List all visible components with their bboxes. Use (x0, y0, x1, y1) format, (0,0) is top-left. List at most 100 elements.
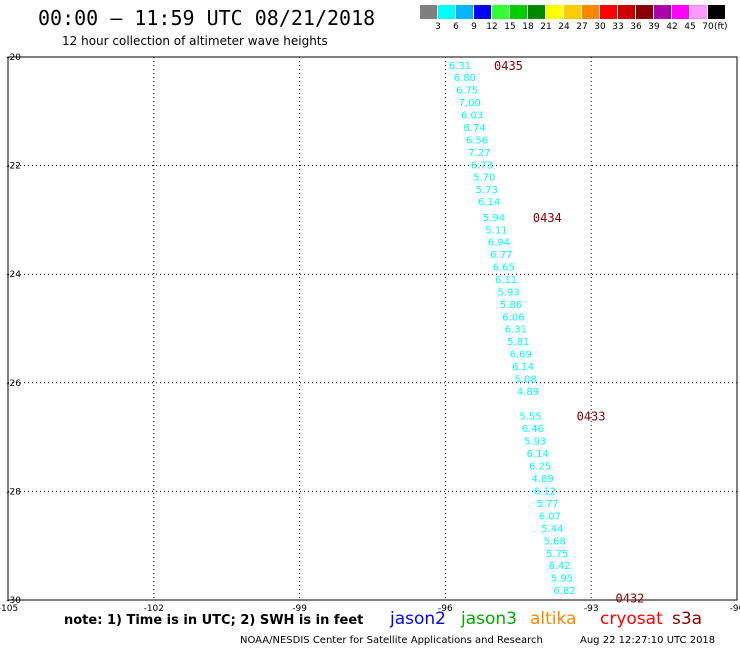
legend-label: 39 (648, 22, 660, 32)
legend-swatch (510, 5, 527, 19)
wave-height-value: 6.74 (463, 123, 485, 134)
legend-label: 36 (630, 22, 642, 32)
wave-height-value: 6.73 (471, 161, 493, 172)
wave-height-value: 6.56 (466, 136, 488, 147)
satellite-legend-jason3: jason3 (461, 609, 517, 629)
legend-swatch (564, 5, 581, 19)
legend-label: 9 (471, 22, 477, 32)
legend-swatch (618, 5, 635, 19)
wave-height-value: 5.93 (524, 436, 546, 447)
wave-height-value: 6.65 (493, 263, 515, 274)
wave-height-value: 4.89 (517, 387, 539, 398)
legend-swatch (420, 5, 437, 19)
wave-height-value: 5.93 (497, 288, 519, 299)
pass-time-label: 0433 (577, 409, 606, 423)
legend-swatch (546, 5, 563, 19)
wave-height-value: 5.95 (551, 574, 573, 585)
wave-height-value: 6.14 (527, 449, 549, 460)
lon-tick-label: -99 (292, 604, 307, 614)
wave-height-value: 6.12 (534, 486, 556, 497)
wave-height-value: 6.46 (522, 424, 544, 435)
wave-height-value: 5.44 (541, 524, 563, 535)
map-title: 00:00 – 11:59 UTC 08/21/2018 (38, 6, 376, 30)
lon-tick-label: -102 (144, 604, 164, 614)
wave-height-value: 6.06 (502, 313, 524, 324)
wave-height-value: 6.82 (553, 586, 575, 597)
lat-tick-label: -26 (6, 379, 21, 389)
wave-height-value: 6.31 (505, 325, 527, 336)
legend-swatch (492, 5, 509, 19)
wave-height-value: 5.75 (546, 549, 568, 560)
legend-label: 42 (666, 22, 678, 32)
wave-height-value: 5.55 (519, 411, 541, 422)
lon-tick-label: -93 (584, 604, 599, 614)
lon-tick-label: -96 (438, 604, 453, 614)
wave-height-value: 5.94 (483, 213, 505, 224)
legend-swatch (654, 5, 671, 19)
wave-height-value: 6.94 (488, 238, 510, 249)
legend-label: 30 (594, 22, 606, 32)
wave-height-value: 6.31 (449, 61, 471, 72)
legend-swatch (438, 5, 455, 19)
wave-height-value: 6.77 (490, 250, 512, 261)
wave-height-value: 5.68 (544, 536, 566, 547)
legend-swatch (456, 5, 473, 19)
legend-label: 3 (435, 22, 441, 32)
wave-height-value: 6.03 (461, 111, 483, 122)
units-note: note: 1) Time is in UTC; 2) SWH is in fe… (64, 613, 364, 628)
pass-time-label: 0432 (616, 591, 645, 605)
wave-height-value: 5.77 (536, 499, 558, 510)
legend-label: 27 (576, 22, 588, 32)
wave-height-value: 7.00 (459, 98, 481, 109)
wave-height-value: 6.25 (529, 461, 551, 472)
lon-tick-label: -105 (0, 604, 18, 614)
satellite-legend-cryosat: cryosat (600, 609, 663, 629)
wave-height-value: 5.70 (473, 172, 495, 183)
legend-swatch (636, 5, 653, 19)
legend-swatch (690, 5, 707, 19)
satellite-legend-altika: altika (530, 609, 577, 629)
wave-height-value: 6.14 (512, 362, 534, 373)
legend-label: 33 (612, 22, 624, 32)
lat-tick-label: -22 (6, 162, 21, 172)
lat-tick-label: -24 (6, 270, 21, 280)
wave-height-value: 5.81 (507, 337, 529, 348)
lat-tick-label: -28 (6, 487, 21, 497)
legend-swatch (528, 5, 545, 19)
wave-height-value: 6.69 (510, 349, 532, 360)
legend-swatch (600, 5, 617, 19)
map-frame (7, 56, 738, 601)
lat-tick-label: -30 (6, 596, 21, 606)
legend-label: 12 (486, 22, 498, 32)
credit-line: NOAA/NESDIS Center for Satellite Applica… (240, 635, 543, 646)
satellite-legend-jason2: jason2 (390, 609, 446, 629)
wave-height-value: 6.75 (456, 86, 478, 97)
map-subtitle: 12 hour collection of altimeter wave hei… (62, 34, 328, 48)
wave-height-value: 6.14 (478, 197, 500, 208)
lon-tick-label: -90 (730, 604, 740, 614)
legend-label: 70 (702, 22, 714, 32)
legend-unit: (ft) (714, 22, 728, 32)
pass-time-label: 0435 (494, 59, 523, 73)
legend-swatch (474, 5, 491, 19)
legend-label: 24 (558, 22, 570, 32)
legend-label: 18 (522, 22, 534, 32)
wave-height-value: 5.73 (476, 185, 498, 196)
legend-swatch (582, 5, 599, 19)
legend-label: 21 (540, 22, 552, 32)
wave-height-value: 6.80 (454, 73, 476, 84)
wave-height-value: 6.07 (539, 511, 561, 522)
legend-swatch (708, 5, 725, 19)
wave-height-value: 5.11 (485, 226, 507, 237)
wave-height-value: 4.89 (531, 474, 553, 485)
wave-height-value: 5.86 (500, 300, 522, 311)
legend-label: 6 (453, 22, 459, 32)
wave-height-value: 5.08 (514, 374, 536, 385)
wave-height-color-legend: 3 6 9 12 15 18 21 24 27 30 33 36 39 42 45 70 (ft) (420, 5, 730, 35)
pass-time-label: 0434 (533, 211, 562, 225)
wave-height-value: 6.11 (495, 275, 517, 286)
legend-label: 45 (684, 22, 696, 32)
wave-height-value: 6.42 (548, 561, 570, 572)
generation-timestamp: Aug 22 12:27:10 UTC 2018 (580, 635, 716, 646)
